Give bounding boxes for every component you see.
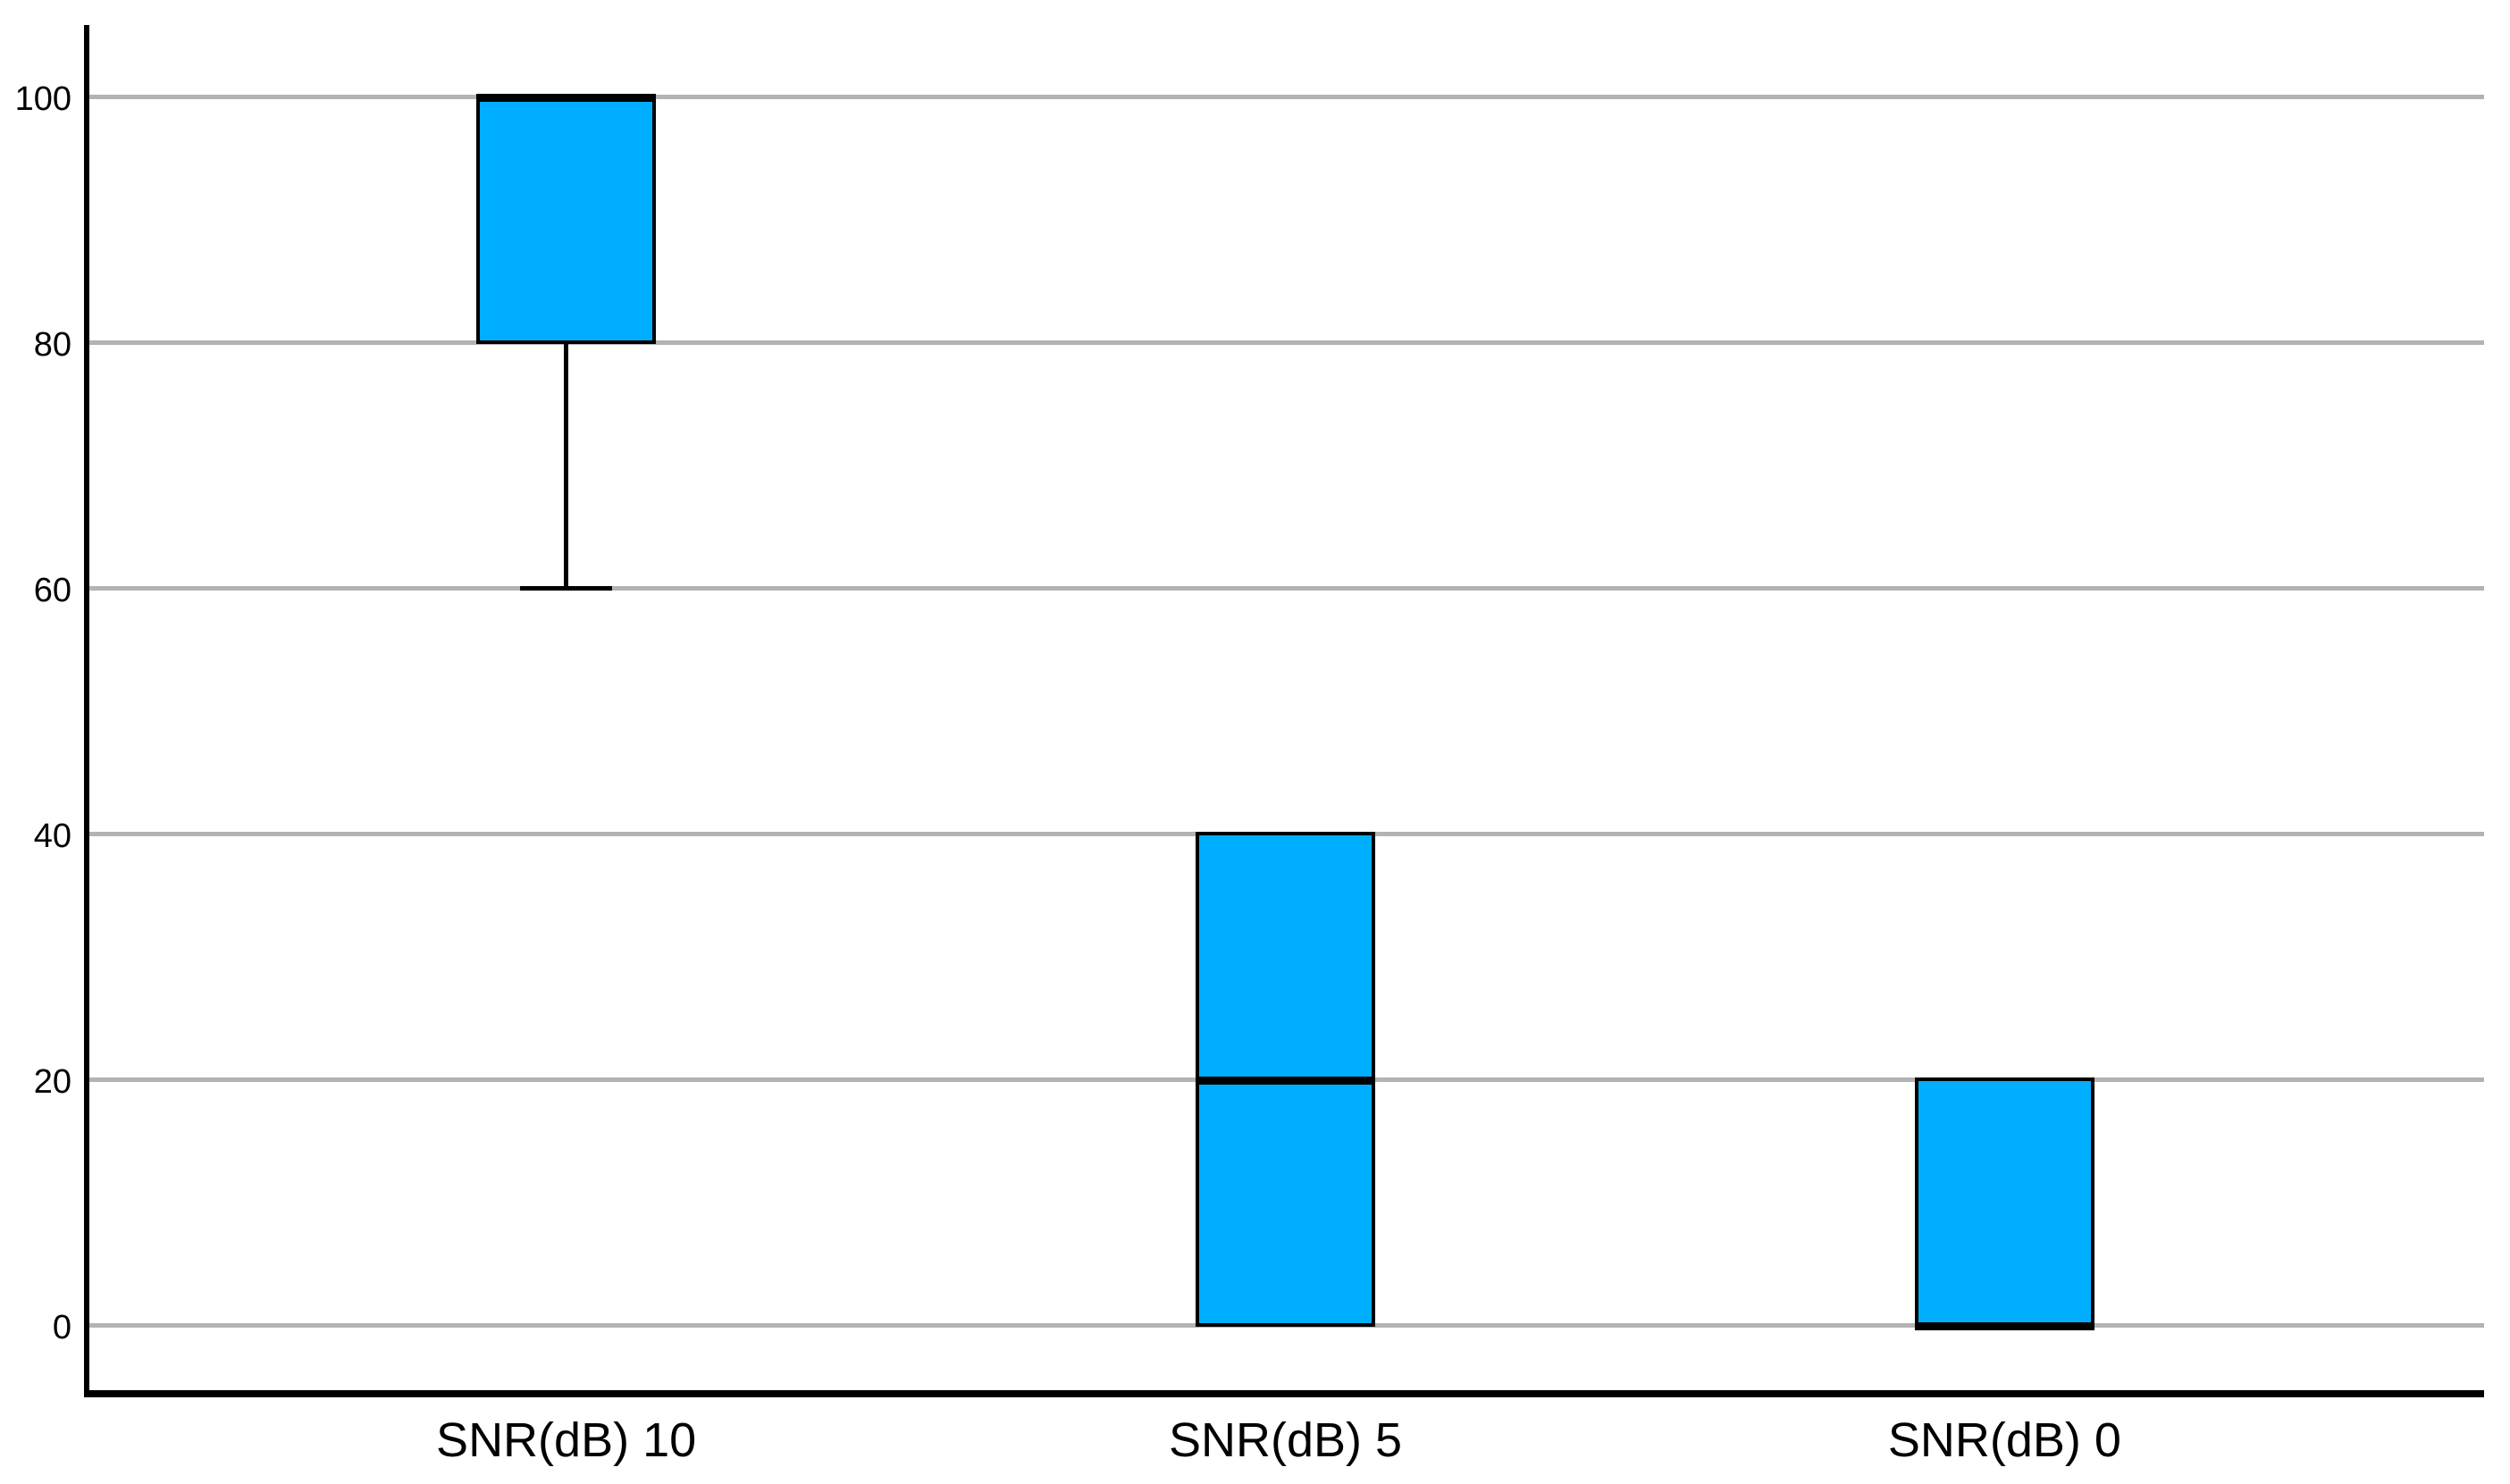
gridline bbox=[87, 585, 2484, 591]
x-category-label: SNR(dB) 5 bbox=[1168, 1413, 1403, 1467]
y-tick-label: 20 bbox=[33, 1063, 71, 1101]
x-category-label: SNR(dB) 10 bbox=[436, 1413, 697, 1467]
y-tick-label: 60 bbox=[33, 572, 71, 609]
median-line bbox=[1914, 1321, 2094, 1330]
box-rect bbox=[476, 95, 657, 344]
y-tick-label: 80 bbox=[33, 326, 71, 364]
y-tick-label: 40 bbox=[33, 817, 71, 855]
median-line bbox=[476, 93, 657, 102]
lower-whisker-line bbox=[564, 342, 569, 591]
box-rect bbox=[1914, 1077, 2094, 1327]
y-tick-label: 100 bbox=[14, 80, 71, 118]
gridline bbox=[87, 94, 2484, 99]
x-category-label: SNR(dB) 0 bbox=[1887, 1413, 2121, 1467]
gridline bbox=[87, 340, 2484, 345]
y-axis-line bbox=[84, 25, 89, 1397]
y-tick-label: 0 bbox=[52, 1309, 71, 1346]
lower-whisker-cap bbox=[520, 585, 613, 591]
median-line bbox=[1196, 1076, 1375, 1085]
x-axis-line bbox=[84, 1390, 2484, 1397]
